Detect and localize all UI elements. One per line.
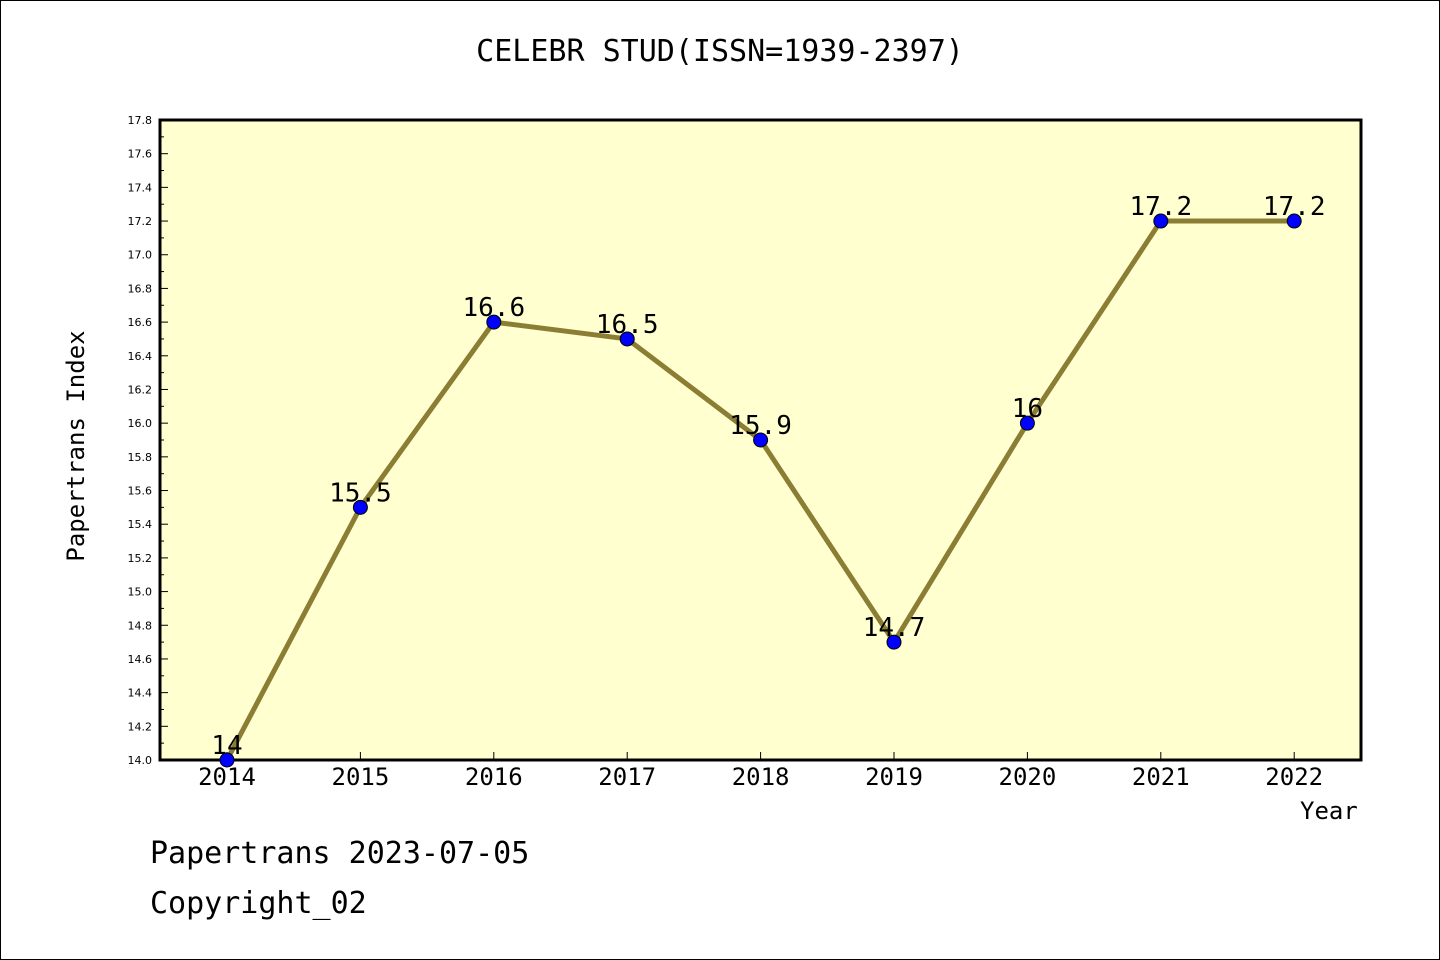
y-tick-label: 14.8 xyxy=(128,619,153,632)
y-axis-label: Papertrans Index xyxy=(62,330,90,562)
data-point xyxy=(219,752,235,768)
y-tick-label: 15.0 xyxy=(128,586,153,599)
data-point xyxy=(619,331,635,347)
y-tick-label: 17.8 xyxy=(128,114,153,127)
y-tick-label: 14.2 xyxy=(128,720,153,733)
y-tick-label: 14.0 xyxy=(128,754,153,767)
data-label: 14.7 xyxy=(863,613,926,643)
footer-copyright: Copyright_02 xyxy=(150,886,367,921)
x-tick-label: 2016 xyxy=(465,763,523,791)
y-tick-label: 16.2 xyxy=(128,383,153,396)
data-point xyxy=(352,499,368,515)
x-tick-label: 2017 xyxy=(598,763,656,791)
y-axis: 14.0 14.2 14.4 14.6 14.8 15.0 15.2 15.4 15.6 15.8… xyxy=(128,114,168,767)
y-tick-label: 17.6 xyxy=(128,148,153,161)
y-tick-label: 16.8 xyxy=(128,282,153,295)
y-tick-label: 17.2 xyxy=(128,215,153,228)
x-tick-label: 2021 xyxy=(1132,763,1190,791)
y-tick-label: 14.4 xyxy=(128,687,153,700)
y-tick-label: 16.0 xyxy=(128,417,153,430)
y-tick-label: 16.6 xyxy=(128,316,153,329)
data-point xyxy=(1019,415,1035,431)
y-tick-label: 15.6 xyxy=(128,485,153,498)
data-label: 17.2 xyxy=(1129,192,1192,222)
data-label: 16 xyxy=(1012,394,1043,424)
y-tick-label: 16.4 xyxy=(128,350,153,363)
data-label: 15.5 xyxy=(329,478,392,508)
y-tick-label: 17.0 xyxy=(128,249,153,262)
y-tick-label: 15.2 xyxy=(128,552,153,565)
footer-date: Papertrans 2023-07-05 xyxy=(150,836,530,871)
data-label: 15.9 xyxy=(729,411,792,441)
x-tick-label: 2018 xyxy=(732,763,790,791)
data-point xyxy=(1286,213,1302,229)
y-tick-label: 15.4 xyxy=(128,518,153,531)
x-tick-label: 2014 xyxy=(198,763,256,791)
series: 14 15.5 16.6 16.5 15.9 14.7 16 17.2 17.2 xyxy=(211,192,1326,768)
data-point xyxy=(886,634,902,650)
y-tick-label: 14.6 xyxy=(128,653,153,666)
x-tick-label: 2020 xyxy=(999,763,1057,791)
x-tick-label: 2022 xyxy=(1265,763,1323,791)
y-tick-label: 17.4 xyxy=(128,181,153,194)
chart-title: CELEBR STUD(ISSN=1939-2397) xyxy=(476,34,964,69)
x-tick-label: 2015 xyxy=(332,763,390,791)
x-axis: 2014 2015 2016 2017 2018 2019 2020 2021 2022 xyxy=(198,752,1323,791)
y-tick-label: 15.8 xyxy=(128,451,153,464)
data-label: 17.2 xyxy=(1263,192,1326,222)
x-axis-label: Year xyxy=(1300,797,1358,825)
x-tick-label: 2019 xyxy=(865,763,923,791)
data-label: 14 xyxy=(211,731,242,761)
data-label: 16.5 xyxy=(596,310,659,340)
data-label: 16.6 xyxy=(462,293,525,323)
data-point xyxy=(753,432,769,448)
data-point xyxy=(1153,213,1169,229)
data-point xyxy=(486,314,502,330)
